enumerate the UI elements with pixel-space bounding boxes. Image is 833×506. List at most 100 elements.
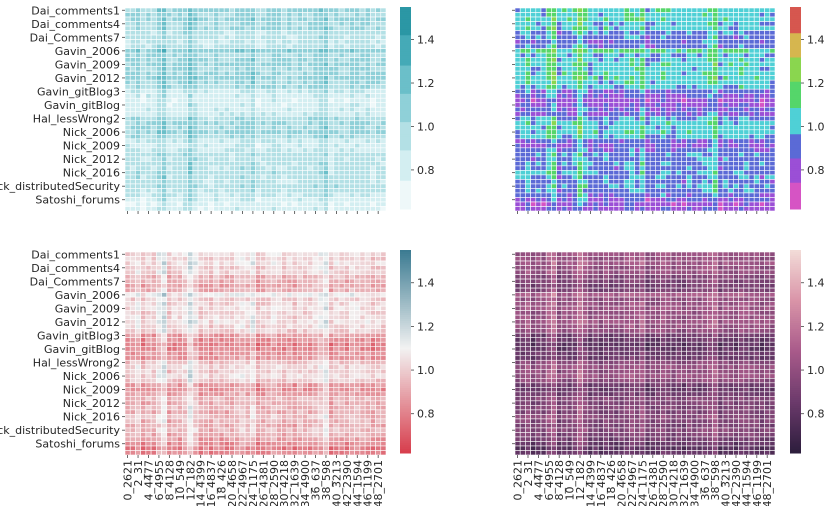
heatmap-cell — [364, 88, 371, 95]
heatmap-cell — [135, 156, 141, 162]
heatmap-cell — [150, 97, 157, 104]
heatmap-cell — [753, 57, 760, 63]
heatmap-cell — [234, 179, 241, 185]
heatmap-cell — [733, 7, 739, 13]
heatmap-cell — [722, 165, 729, 171]
heatmap-cell — [727, 25, 734, 31]
heatmap-cell — [670, 79, 677, 85]
heatmap-cell — [623, 30, 630, 36]
heatmap-cell — [208, 174, 215, 180]
heatmap-cell — [561, 66, 568, 72]
heatmap-cell — [229, 138, 235, 144]
heatmap-cell — [639, 179, 646, 185]
heatmap-cell — [302, 79, 309, 85]
heatmap-cell — [291, 170, 298, 176]
heatmap-cell — [733, 188, 739, 194]
heatmap-cell — [743, 174, 750, 180]
heatmap-cell — [748, 156, 755, 162]
heatmap-cell — [696, 106, 703, 113]
heatmap-cell — [260, 16, 267, 22]
heatmap-cell — [540, 201, 547, 207]
heatmap-cell — [359, 124, 366, 131]
heatmap-cell — [540, 134, 547, 140]
colorbar-segment — [790, 11, 801, 14]
heatmap-cell — [686, 201, 693, 207]
heatmap-cell — [223, 134, 230, 140]
heatmap-cell — [634, 21, 641, 27]
heatmap-cell — [244, 16, 251, 22]
heatmap-cell — [535, 115, 542, 122]
heatmap-cell — [655, 115, 661, 122]
heatmap-cell — [722, 156, 729, 162]
heatmap-cell — [291, 88, 298, 95]
heatmap-cell — [135, 174, 141, 180]
heatmap-cell — [156, 16, 162, 22]
colorbar-segment — [400, 55, 411, 58]
heatmap-cell — [265, 143, 272, 149]
heatmap-cell — [540, 66, 547, 72]
heatmap-cell — [150, 129, 157, 135]
heatmap-cell — [129, 134, 136, 140]
heatmap-cell — [354, 156, 361, 162]
heatmap-cell — [182, 111, 188, 117]
heatmap-cell — [582, 143, 589, 149]
heatmap-cell — [328, 161, 335, 167]
heatmap-cell — [582, 179, 589, 185]
heatmap-cell — [244, 143, 251, 149]
heatmap-cell — [577, 147, 583, 153]
heatmap-cell — [171, 138, 178, 144]
heatmap-cell — [618, 201, 625, 207]
heatmap-cell — [124, 25, 131, 31]
heatmap-cell — [333, 206, 340, 212]
heatmap-cell — [634, 7, 641, 13]
heatmap-cell — [249, 111, 256, 117]
heatmap-cell — [582, 115, 589, 122]
heatmap-cell — [597, 30, 604, 36]
heatmap-cell — [307, 183, 314, 189]
heatmap-cell — [571, 84, 578, 90]
heatmap-cell — [670, 161, 677, 167]
heatmap-cell — [270, 66, 277, 72]
colorbar-segment — [400, 67, 411, 71]
heatmap-cell — [571, 170, 578, 176]
heatmap-cell — [349, 138, 355, 144]
heatmap-cell — [317, 138, 324, 144]
heatmap-cell — [197, 30, 204, 36]
heatmap-cell — [712, 16, 719, 22]
heatmap-cell — [276, 188, 282, 194]
heatmap-cell — [753, 39, 760, 45]
heatmap-cell — [681, 201, 687, 207]
heatmap-cell — [519, 129, 526, 135]
colorbar-segment — [400, 63, 411, 67]
heatmap-cell — [722, 30, 729, 36]
heatmap-cell — [582, 21, 589, 27]
heatmap-cell — [312, 66, 319, 72]
heatmap-cell — [192, 7, 199, 13]
heatmap-cell — [296, 192, 303, 198]
heatmap-cell — [577, 7, 583, 13]
heatmap-cell — [317, 30, 324, 36]
heatmap-cell — [675, 88, 682, 95]
heatmap-cell — [135, 124, 141, 131]
colorbar-segment — [790, 9, 801, 12]
heatmap-cell — [135, 129, 141, 135]
heatmap-cell — [265, 34, 272, 40]
heatmap-cell — [530, 165, 537, 171]
heatmap-cell — [712, 111, 719, 117]
heatmap-cell — [317, 206, 324, 212]
heatmap-cell — [712, 88, 719, 95]
heatmap-cell — [375, 111, 382, 117]
heatmap-cell — [208, 124, 215, 131]
heatmap-cell — [577, 16, 583, 22]
heatmap-cell — [354, 115, 361, 122]
heatmap-cell — [197, 161, 204, 167]
heatmap-cell — [370, 161, 376, 167]
heatmap-cell — [218, 79, 225, 85]
heatmap-cell — [681, 192, 687, 198]
heatmap-cell — [343, 129, 350, 135]
heatmap-cell — [140, 75, 147, 81]
heatmap-cell — [655, 30, 661, 36]
heatmap-cell — [644, 39, 651, 45]
heatmap-cell — [764, 43, 771, 49]
heatmap-cell — [370, 156, 376, 162]
